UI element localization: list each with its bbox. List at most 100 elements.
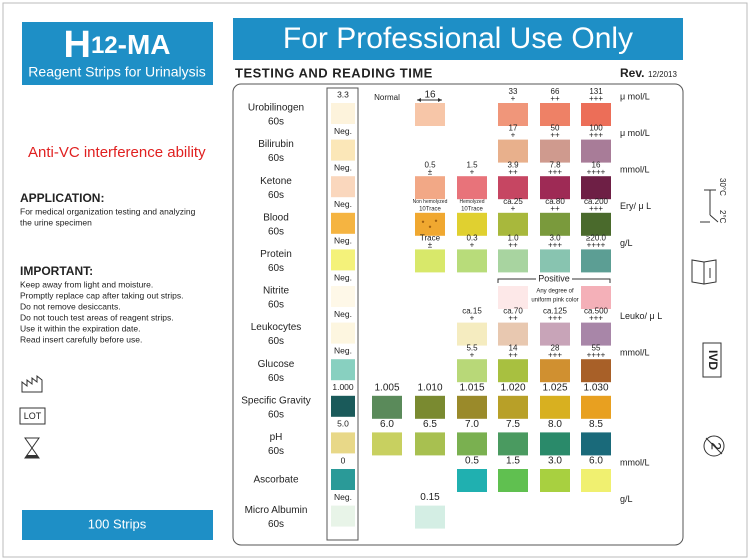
- unit: g/L: [620, 494, 633, 504]
- swatch-label: ca.15: [462, 307, 482, 316]
- strip-label: Neg.: [334, 162, 352, 172]
- color-swatch: [415, 395, 445, 419]
- color-swatch: [540, 322, 570, 346]
- test-time: 60s: [268, 153, 284, 164]
- swatch-sign: +++: [548, 167, 562, 176]
- important-line: Do not touch test areas of reagent strip…: [20, 312, 174, 322]
- swatch-label: 1.010: [417, 382, 442, 393]
- swatch-sign: +: [511, 94, 516, 103]
- swatch-sign: ++: [508, 241, 518, 250]
- color-swatch: [581, 395, 611, 419]
- color-swatch: [498, 469, 528, 492]
- swatch-label: 6.0: [589, 456, 603, 467]
- swatch-label: 7.0: [465, 419, 479, 430]
- important-heading: IMPORTANT:: [20, 264, 93, 278]
- strip-swatch: [331, 395, 355, 417]
- test-name: Nitrite: [263, 286, 290, 297]
- test-time: 60s: [268, 409, 284, 420]
- ivd-label: IVD: [706, 350, 720, 370]
- test-name: Urobilinogen: [248, 103, 304, 114]
- test-name: Leukocytes: [251, 322, 302, 333]
- swatch-sign: +++: [548, 241, 562, 250]
- color-swatch: [540, 359, 570, 383]
- brand-suffix: -MA: [118, 29, 171, 60]
- important-line: Keep away from light and moisture.: [20, 279, 153, 289]
- instructions-icon: [691, 259, 717, 285]
- strip-label: Neg.: [334, 309, 352, 319]
- color-swatch: [581, 322, 611, 346]
- brand-num: 12: [91, 32, 118, 59]
- package-box: [22, 510, 213, 540]
- swatch-label: 66: [551, 87, 560, 96]
- swatch-sign: +: [470, 350, 475, 359]
- strip-label: Neg.: [334, 126, 352, 136]
- swatch-label: 1.015: [459, 382, 484, 393]
- swatch-label: 8.0: [548, 419, 562, 430]
- swatch-label: 1.5: [466, 160, 478, 169]
- important-line: Use it within the expiration date.: [20, 323, 140, 333]
- swatch-label: 0.5: [465, 456, 479, 467]
- color-swatch: [581, 103, 611, 126]
- color-swatch: [581, 139, 611, 163]
- strip-label: Neg.: [334, 492, 352, 502]
- color-swatch: [540, 212, 570, 236]
- rev-date: 12/2013: [648, 70, 677, 79]
- swatch-sign: ++: [550, 131, 560, 140]
- color-swatch: [415, 505, 445, 529]
- color-swatch: [540, 176, 570, 200]
- brand-h: H: [63, 24, 90, 66]
- swatch-label: 1.5: [506, 456, 520, 467]
- swatch-label: 100: [589, 124, 603, 133]
- color-swatch: [540, 395, 570, 419]
- lot-box: [19, 407, 46, 425]
- test-time: 60s: [268, 373, 284, 384]
- color-swatch: [581, 249, 611, 273]
- feature: Anti-VC interference ability: [28, 144, 206, 161]
- color-swatch: [581, 432, 611, 456]
- swatch-sign: +: [511, 131, 516, 140]
- brand-box: [22, 22, 213, 85]
- temperature-icon: [700, 189, 719, 223]
- test-name: Specific Gravity: [241, 395, 310, 406]
- color-swatch: [457, 359, 487, 383]
- color-swatch: [457, 176, 487, 200]
- test-time: 60s: [268, 519, 284, 530]
- strip-label: 1.000: [332, 382, 354, 392]
- strip-swatch: [331, 176, 355, 198]
- color-swatch: [581, 286, 611, 309]
- strip-swatch: [331, 432, 355, 454]
- swatch-sign: +++: [548, 350, 562, 359]
- swatch-sign: +++: [548, 314, 562, 323]
- color-swatch: [457, 322, 487, 346]
- strip-label: 0: [341, 455, 346, 465]
- test-name: Protein: [260, 249, 292, 260]
- swatch-label: 5.5: [466, 343, 478, 352]
- strip-swatch: [331, 322, 355, 344]
- unit: g/L: [620, 238, 633, 248]
- color-swatch: [498, 395, 528, 419]
- color-swatch: [540, 469, 570, 492]
- swatch-label: 1.020: [500, 382, 525, 393]
- important-line: Promptly replace cap after taking out st…: [20, 290, 183, 300]
- application-heading: APPLICATION:: [20, 191, 104, 205]
- swatch-label: 33: [509, 87, 518, 96]
- left-text: For medical organization testing and ana…: [20, 206, 196, 344]
- color-swatch: [415, 176, 445, 200]
- single-use-circle: [703, 435, 725, 457]
- swatch-label: 6.5: [423, 419, 437, 430]
- swatch-label: 28: [551, 343, 560, 352]
- color-swatch: [457, 432, 487, 456]
- test-time: 60s: [268, 263, 284, 274]
- ivd-box: [702, 342, 722, 378]
- single-use-label: 2: [708, 442, 724, 450]
- swatch-sign: ++++: [587, 167, 606, 176]
- positive-label: Positive: [538, 273, 570, 283]
- test-time: 60s: [268, 336, 284, 347]
- swatch-sign: +++: [589, 204, 603, 213]
- color-swatch: [540, 249, 570, 273]
- swatch-sign: +: [470, 167, 475, 176]
- application-line: For medical organization testing and ana…: [20, 206, 196, 216]
- unit: Leuko/ μ L: [620, 311, 662, 321]
- unit: μ mol/L: [620, 128, 650, 138]
